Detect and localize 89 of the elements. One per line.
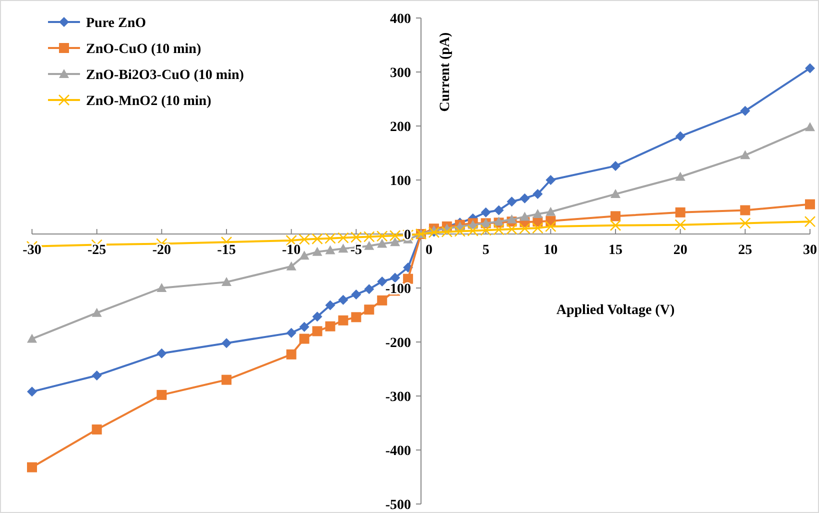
legend-label: ZnO-MnO2 (10 min) (86, 94, 212, 109)
x-tick-label: 5 (482, 243, 490, 258)
y-tick-label: 100 (390, 174, 411, 189)
x-tick-label: -5 (350, 243, 362, 258)
point (506, 214, 517, 224)
point (520, 212, 530, 221)
point (222, 338, 232, 348)
y-tick-label: 200 (390, 120, 411, 135)
point (805, 63, 815, 74)
point (506, 196, 517, 207)
point (364, 284, 374, 294)
point (312, 326, 322, 336)
point (377, 276, 388, 287)
point (92, 370, 102, 380)
point (675, 131, 686, 142)
point (27, 334, 37, 343)
x-tick-label: 20 (673, 243, 688, 258)
y-tick-label: 300 (390, 66, 411, 81)
point (610, 211, 620, 222)
point (27, 462, 37, 472)
y-tick-label: -300 (385, 390, 411, 405)
y-tick-label: -400 (385, 444, 411, 459)
point (325, 321, 336, 332)
y-tick-label: -500 (385, 498, 411, 513)
point (364, 240, 374, 250)
point (532, 189, 543, 200)
legend-label: ZnO-Bi2O3-CuO (10 min) (86, 68, 244, 83)
point (92, 424, 102, 434)
y-axis-title: Current (pA) (438, 32, 453, 112)
point (390, 272, 400, 283)
x-tick-label: -10 (282, 243, 301, 258)
point (377, 295, 388, 306)
point (27, 386, 37, 397)
x-tick-label: 15 (608, 243, 622, 258)
point (805, 122, 815, 132)
x-tick-label: -20 (152, 243, 172, 258)
point (805, 199, 815, 210)
point (545, 220, 556, 232)
point (338, 294, 348, 305)
point (156, 283, 167, 292)
x-tick-label: 25 (738, 243, 752, 258)
point (312, 246, 322, 256)
point (532, 209, 543, 218)
point (351, 289, 362, 300)
point (546, 175, 556, 185)
point (740, 218, 751, 229)
legend-label: Pure ZnO (86, 16, 146, 31)
point (546, 206, 556, 216)
x-tick-label: 10 (544, 243, 558, 258)
y-tick-label: 400 (390, 12, 411, 27)
x-tick-label: -15 (217, 243, 236, 258)
point (377, 238, 388, 248)
point (804, 216, 816, 228)
point (286, 328, 296, 338)
point (675, 172, 686, 181)
point (675, 207, 686, 218)
point (520, 193, 530, 204)
point (299, 334, 310, 344)
point (338, 244, 348, 253)
point (480, 207, 491, 218)
x-axis-title: Applied Voltage (V) (556, 303, 675, 318)
point (92, 308, 102, 317)
point (364, 304, 374, 315)
point (740, 205, 750, 216)
point (494, 205, 504, 216)
point (222, 277, 232, 286)
point (740, 106, 750, 116)
point (325, 245, 336, 254)
point (156, 348, 167, 358)
point (610, 189, 620, 198)
point (325, 300, 336, 310)
point (156, 390, 167, 400)
x-tick-label: 0 (426, 243, 432, 258)
x-tick-label: 30 (803, 243, 817, 258)
point (610, 220, 622, 232)
point (338, 315, 348, 326)
point (674, 219, 686, 230)
point (390, 237, 400, 246)
point (222, 374, 232, 385)
point (286, 349, 296, 360)
point (351, 312, 362, 322)
legend-label: ZnO-CuO (10 min) (86, 42, 202, 57)
y-tick-label: -200 (385, 336, 411, 351)
point (299, 250, 310, 260)
point (740, 150, 750, 160)
point (286, 261, 296, 270)
point (312, 312, 322, 322)
point (610, 160, 620, 171)
point (299, 322, 310, 332)
